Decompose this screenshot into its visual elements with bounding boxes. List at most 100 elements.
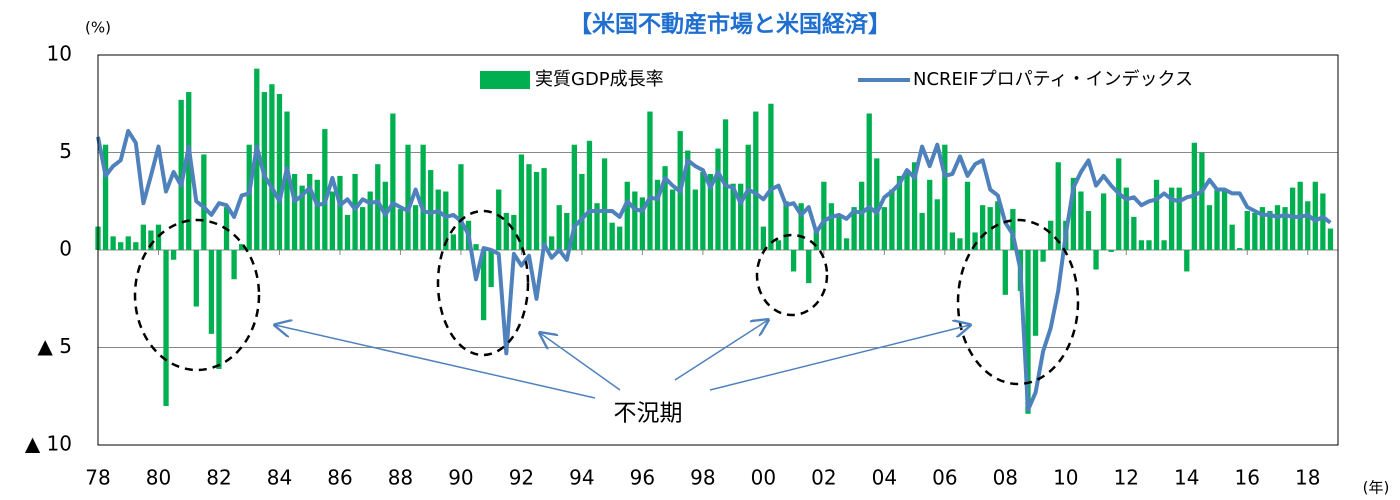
bar — [730, 183, 736, 250]
bar — [503, 212, 509, 250]
bar — [753, 111, 759, 250]
bar — [1116, 158, 1122, 250]
bar — [1032, 250, 1039, 336]
legend-label: 実質GDP成長率 — [535, 69, 664, 90]
bar — [458, 164, 464, 250]
bar — [942, 144, 948, 250]
bar — [1312, 181, 1318, 250]
y-tick-label: 0 — [59, 237, 72, 261]
bar — [972, 232, 978, 250]
bar — [904, 170, 910, 250]
bar — [987, 207, 993, 250]
bar — [828, 203, 835, 250]
bar — [685, 150, 691, 250]
bar — [934, 199, 940, 250]
bar — [1085, 211, 1092, 250]
plot-border — [97, 54, 1339, 446]
bar — [798, 203, 804, 250]
ellipse — [755, 233, 829, 317]
bar — [647, 111, 653, 250]
bar — [443, 191, 449, 250]
bar — [881, 207, 887, 250]
x-tick-label: 18 — [1295, 466, 1320, 490]
bar — [1320, 193, 1326, 250]
bar — [624, 181, 630, 250]
bar — [1274, 205, 1281, 250]
bar — [790, 250, 797, 272]
bar — [639, 197, 646, 250]
bar — [745, 144, 751, 250]
y-tick-label: 5 — [59, 139, 72, 163]
bar — [601, 158, 608, 250]
bar — [617, 226, 623, 250]
bar — [1025, 250, 1031, 414]
bar — [1305, 201, 1311, 250]
bar — [163, 250, 169, 406]
arrow — [275, 325, 596, 399]
bar — [692, 189, 698, 250]
bar — [1070, 177, 1077, 250]
bar — [556, 205, 562, 250]
x-tick-label: 02 — [811, 466, 836, 490]
bar — [322, 129, 328, 250]
bar — [307, 173, 313, 250]
x-tick-label: 94 — [569, 466, 594, 490]
bars — [95, 68, 1334, 414]
bar — [201, 154, 207, 250]
bar — [473, 244, 479, 250]
bar — [193, 250, 199, 307]
x-tick-label: 14 — [1174, 466, 1199, 490]
bar — [480, 250, 487, 321]
bar — [397, 209, 404, 250]
bar — [609, 222, 615, 250]
ellipse — [956, 218, 1080, 386]
bar — [738, 183, 744, 250]
bar — [594, 203, 600, 250]
bar — [1093, 250, 1099, 270]
bar — [896, 175, 903, 250]
bar — [1221, 191, 1228, 250]
bar — [919, 212, 925, 250]
bar — [496, 189, 502, 250]
bar — [344, 214, 351, 250]
x-tick-label: 16 — [1235, 466, 1260, 490]
x-tick-label: 78 — [85, 466, 110, 490]
bar — [889, 189, 895, 250]
x-tick-label: 08 — [993, 466, 1018, 490]
arrow — [709, 325, 970, 391]
bar — [1199, 152, 1205, 250]
bar — [1169, 187, 1175, 250]
bar — [1237, 248, 1243, 250]
bar — [911, 162, 918, 250]
bar — [1078, 191, 1084, 250]
y-unit: (%) — [85, 19, 111, 37]
bar — [314, 179, 320, 250]
bar — [632, 191, 638, 250]
x-tick-label: 82 — [206, 466, 231, 490]
x-tick-label: 06 — [932, 466, 957, 490]
bar — [375, 164, 381, 250]
bar — [284, 111, 290, 250]
bar — [148, 230, 154, 250]
bar — [533, 172, 540, 250]
bar — [979, 205, 986, 250]
legend: 実質GDP成長率 NCREIFプロパティ・インデックス — [480, 69, 1193, 90]
bar — [110, 236, 116, 250]
x-tick-label: 88 — [388, 466, 413, 490]
ellipse — [436, 209, 530, 357]
bar — [1138, 240, 1145, 250]
bar — [1153, 179, 1160, 250]
bar — [526, 164, 532, 250]
bar — [957, 238, 963, 250]
y-tick-label: ▲ 5 — [38, 334, 72, 358]
bar — [783, 201, 789, 250]
x-tick-label: 98 — [690, 466, 715, 490]
bar — [390, 113, 396, 250]
x-tick-label: 10 — [1053, 466, 1078, 490]
bar — [269, 84, 275, 250]
bar — [836, 214, 842, 250]
bar — [669, 189, 676, 250]
bar — [654, 179, 661, 250]
lines — [96, 129, 1332, 412]
